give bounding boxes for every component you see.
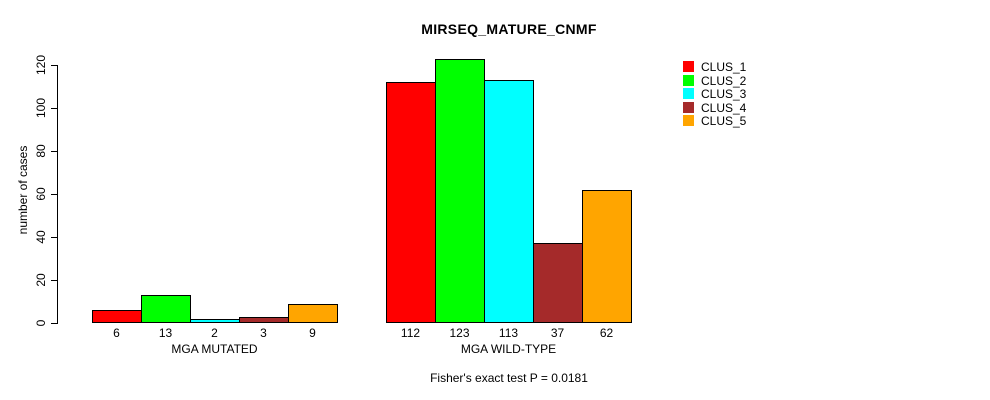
legend-item-clus-4: CLUS_4: [683, 102, 763, 114]
y-tick-mark: [51, 65, 57, 66]
legend-item-clus-3: CLUS_3: [683, 88, 763, 100]
bar-clus-2: [141, 295, 191, 323]
bar-value-label: 9: [309, 326, 316, 340]
bar-value-label: 113: [498, 326, 519, 340]
group-label: MGA MUTATED: [171, 342, 258, 356]
bar-clus-2: [435, 59, 485, 323]
group-label: MGA WILD-TYPE: [460, 342, 557, 356]
y-tick-label: 120: [34, 54, 48, 76]
bar-clus-1: [92, 310, 142, 323]
legend-swatch-clus-2: [683, 75, 694, 86]
y-tick-label: 60: [34, 187, 48, 201]
legend-label: CLUS_5: [701, 114, 747, 128]
bar-clus-1: [386, 82, 436, 323]
legend-item-clus-2: CLUS_2: [683, 75, 763, 87]
chart-title: MIRSEQ_MATURE_CNMF: [421, 21, 597, 37]
annotation-text: Fisher's exact test P = 0.0181: [430, 371, 588, 385]
y-tick-label: 100: [34, 97, 48, 119]
y-tick-label: 40: [34, 230, 48, 244]
legend-swatch-clus-1: [683, 61, 694, 72]
y-tick-mark: [51, 151, 57, 152]
legend-swatch-clus-5: [683, 115, 694, 126]
bar-clus-4: [239, 317, 289, 323]
legend-swatch-clus-3: [683, 88, 694, 99]
bar-clus-4: [533, 243, 583, 323]
bar-clus-3: [484, 80, 534, 323]
bar-value-label: 13: [158, 326, 173, 340]
legend-item-clus-1: CLUS_1: [683, 61, 763, 73]
y-tick-mark: [51, 280, 57, 281]
bar-value-label: 37: [550, 326, 565, 340]
legend-label: CLUS_4: [701, 101, 747, 115]
bar-value-label: 6: [113, 326, 120, 340]
y-tick-mark: [51, 194, 57, 195]
y-tick-label: 0: [34, 319, 48, 327]
bar-clus-3: [190, 319, 240, 323]
bar-clus-5: [288, 304, 338, 323]
y-tick-label: 80: [34, 144, 48, 158]
bar-clus-5: [582, 190, 632, 323]
legend-label: CLUS_1: [701, 60, 747, 74]
y-tick-mark: [51, 323, 57, 324]
y-tick-mark: [51, 108, 57, 109]
legend-label: CLUS_2: [701, 74, 747, 88]
bar-value-label: 2: [211, 326, 218, 340]
y-tick-mark: [51, 237, 57, 238]
bar-value-label: 62: [599, 326, 614, 340]
legend-swatch-clus-4: [683, 102, 694, 113]
y-axis-line: [57, 65, 58, 324]
legend-label: CLUS_3: [701, 87, 747, 101]
bar-value-label: 112: [400, 326, 421, 340]
bar-value-label: 3: [260, 326, 267, 340]
y-tick-label: 20: [34, 273, 48, 287]
legend-item-clus-5: CLUS_5: [683, 115, 763, 127]
y-axis-title: number of cases: [16, 145, 30, 235]
bar-value-label: 123: [449, 326, 470, 340]
